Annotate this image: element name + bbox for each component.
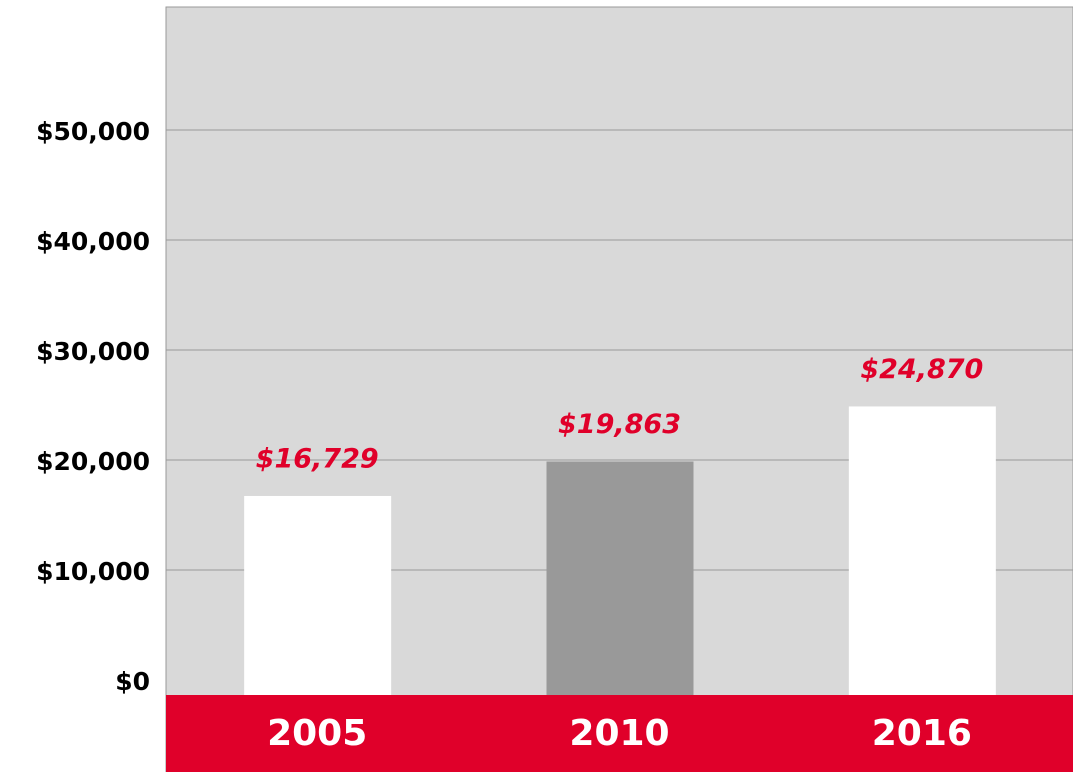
y-tick-label: $20,000 [36, 447, 150, 476]
y-tick-label: $0 [115, 667, 150, 696]
chart: $0 $10,000 $20,000 $30,000 $40,000 $50,000 $16… [0, 0, 1073, 772]
x-tick-label: 2010 [569, 713, 669, 754]
value-label: $16,729 [256, 443, 379, 474]
bar [849, 406, 996, 695]
value-label: $19,863 [558, 409, 681, 440]
x-tick-label: 2016 [872, 713, 972, 754]
bar [244, 496, 391, 695]
y-tick-label: $40,000 [36, 227, 150, 256]
value-label: $24,870 [860, 354, 983, 385]
x-tick-label: 2005 [267, 713, 367, 754]
y-tick-label: $50,000 [36, 117, 150, 146]
y-tick-label: $30,000 [36, 337, 150, 366]
bar [547, 462, 694, 695]
y-tick-label: $10,000 [36, 557, 150, 586]
